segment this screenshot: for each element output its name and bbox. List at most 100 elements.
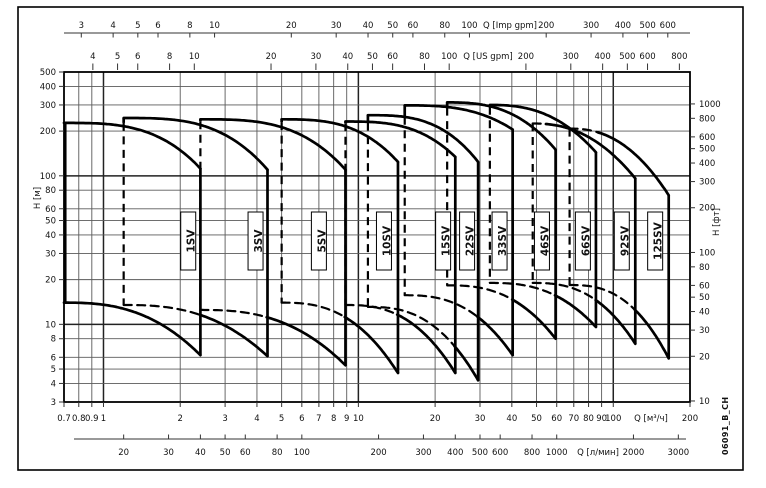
pump-model-label-1SV: 1SV xyxy=(186,229,198,253)
tick-label: 9 xyxy=(344,414,349,424)
tick-label: 20 xyxy=(286,21,297,31)
tick-label: 100 xyxy=(441,52,457,62)
envelope-top-dashed-92SV xyxy=(531,122,547,126)
pump-model-label-box-3SV xyxy=(247,211,264,271)
tick-label: 200 xyxy=(682,414,698,424)
m3h-axis-title: Q [м³/ч] xyxy=(634,414,668,424)
tick-label: 80 xyxy=(583,414,594,424)
tick-label: 300 xyxy=(415,448,431,458)
tick-label: 800 xyxy=(671,52,687,62)
tick-label: 600 xyxy=(639,52,655,62)
tick-label: 100 xyxy=(294,448,310,458)
tick-label: 70 xyxy=(568,414,579,424)
tick-label: 400 xyxy=(447,448,463,458)
tick-label: 8 xyxy=(187,21,192,31)
tick-label: 400 xyxy=(699,159,715,169)
pump-model-label-box-66SV xyxy=(574,211,591,271)
envelope-bottom-33SV xyxy=(475,315,515,357)
envelope-bottom-3SV xyxy=(198,313,269,358)
envelope-top-10SV xyxy=(280,117,400,164)
tick-label: 30 xyxy=(163,448,174,458)
envelope-bottom-dashed-125SV xyxy=(568,283,636,311)
pump-model-label-box-125SV xyxy=(647,211,664,271)
pump-model-label-box-22SV xyxy=(459,211,476,271)
pump-model-label-66SV: 66SV xyxy=(580,225,592,256)
tick-label: 200 xyxy=(538,21,554,31)
tick-label: 80 xyxy=(45,186,56,196)
pump-model-label-box-5SV xyxy=(310,211,327,271)
tick-label: 30 xyxy=(310,52,321,62)
tick-label: 5 xyxy=(135,21,140,31)
tick-label: 20 xyxy=(118,448,129,458)
envelope-top-125SV xyxy=(596,130,671,197)
tick-label: 300 xyxy=(699,178,715,188)
envelope-bottom-dashed-92SV xyxy=(531,281,597,302)
tick-label: 80 xyxy=(272,448,283,458)
envelope-top-22SV xyxy=(366,113,480,164)
tick-label: 50 xyxy=(531,414,542,424)
outer-frame xyxy=(17,6,744,471)
tick-label: 4 xyxy=(90,52,95,62)
tick-label: 100 xyxy=(699,248,715,258)
tick-label: 80 xyxy=(439,21,450,31)
envelope-top-5SV xyxy=(199,117,347,172)
tick-label: 1000 xyxy=(546,448,568,458)
tick-label: 100 xyxy=(461,21,477,31)
tick-label: 30 xyxy=(45,249,56,259)
tick-label: 2 xyxy=(178,414,183,424)
tick-label: 20 xyxy=(266,52,277,62)
tick-label: 300 xyxy=(40,101,56,111)
document-code: 06091_B_CH xyxy=(721,396,730,456)
pump-model-label-box-1SV xyxy=(180,211,197,271)
tick-label: 8 xyxy=(51,335,56,345)
envelope-bottom-dashed-46SV xyxy=(446,284,514,301)
tick-label: 80 xyxy=(699,263,710,273)
envelope-bottom-10SV xyxy=(343,315,400,375)
tick-label: 800 xyxy=(524,448,540,458)
envelope-bottom-92SV xyxy=(594,298,637,346)
tick-label: 500 xyxy=(640,21,656,31)
tick-label: 500 xyxy=(619,52,635,62)
tick-label: 60 xyxy=(45,205,56,215)
tick-label: 300 xyxy=(563,52,579,62)
tick-label: 6 xyxy=(135,52,140,62)
tick-label: 20 xyxy=(430,414,441,424)
imp-gpm-axis-title: Q [Imp gpm] xyxy=(483,21,537,31)
envelope-bottom-5SV xyxy=(265,315,347,367)
lmin-axis-title: Q [л/мин] xyxy=(577,448,619,458)
tick-label: 10 xyxy=(189,52,200,62)
tick-label: 7 xyxy=(316,414,321,424)
pump-model-label-15SV: 15SV xyxy=(441,225,453,256)
tick-label: 4 xyxy=(110,21,115,31)
pump-model-label-22SV: 22SV xyxy=(465,225,477,256)
pump-model-label-125SV: 125SV xyxy=(653,221,665,259)
tick-label: 40 xyxy=(195,448,206,458)
tick-label: 20 xyxy=(45,276,56,286)
pump-model-label-box-92SV xyxy=(613,211,630,271)
head-m-axis-title: H [м] xyxy=(33,187,43,209)
tick-label: 50 xyxy=(387,21,398,31)
tick-label: 50 xyxy=(220,448,231,458)
envelope-bottom-66SV xyxy=(553,293,598,329)
tick-label: 600 xyxy=(699,133,715,143)
pump-model-label-box-15SV xyxy=(435,211,452,271)
tick-label: 400 xyxy=(40,82,56,92)
envelope-bottom-dashed-33SV xyxy=(403,294,479,318)
envelope-top-92SV xyxy=(544,122,637,180)
pump-model-label-46SV: 46SV xyxy=(539,225,551,256)
tick-label: 400 xyxy=(595,52,611,62)
tick-label: 5 xyxy=(115,52,120,62)
tick-label: 400 xyxy=(615,21,631,31)
tick-label: 10 xyxy=(209,21,220,31)
tick-label: 0.7 xyxy=(57,414,71,424)
pump-model-label-5SV: 5SV xyxy=(316,229,328,253)
envelope-bottom-125SV xyxy=(633,308,671,360)
envelope-bottom-dashed-66SV xyxy=(488,281,557,297)
tick-label: 3 xyxy=(222,414,227,424)
tick-label: 40 xyxy=(342,52,353,62)
tick-label: 10 xyxy=(353,414,364,424)
tick-label: 50 xyxy=(699,293,710,303)
tick-label: 6 xyxy=(51,353,56,363)
tick-label: 1000 xyxy=(699,100,721,110)
